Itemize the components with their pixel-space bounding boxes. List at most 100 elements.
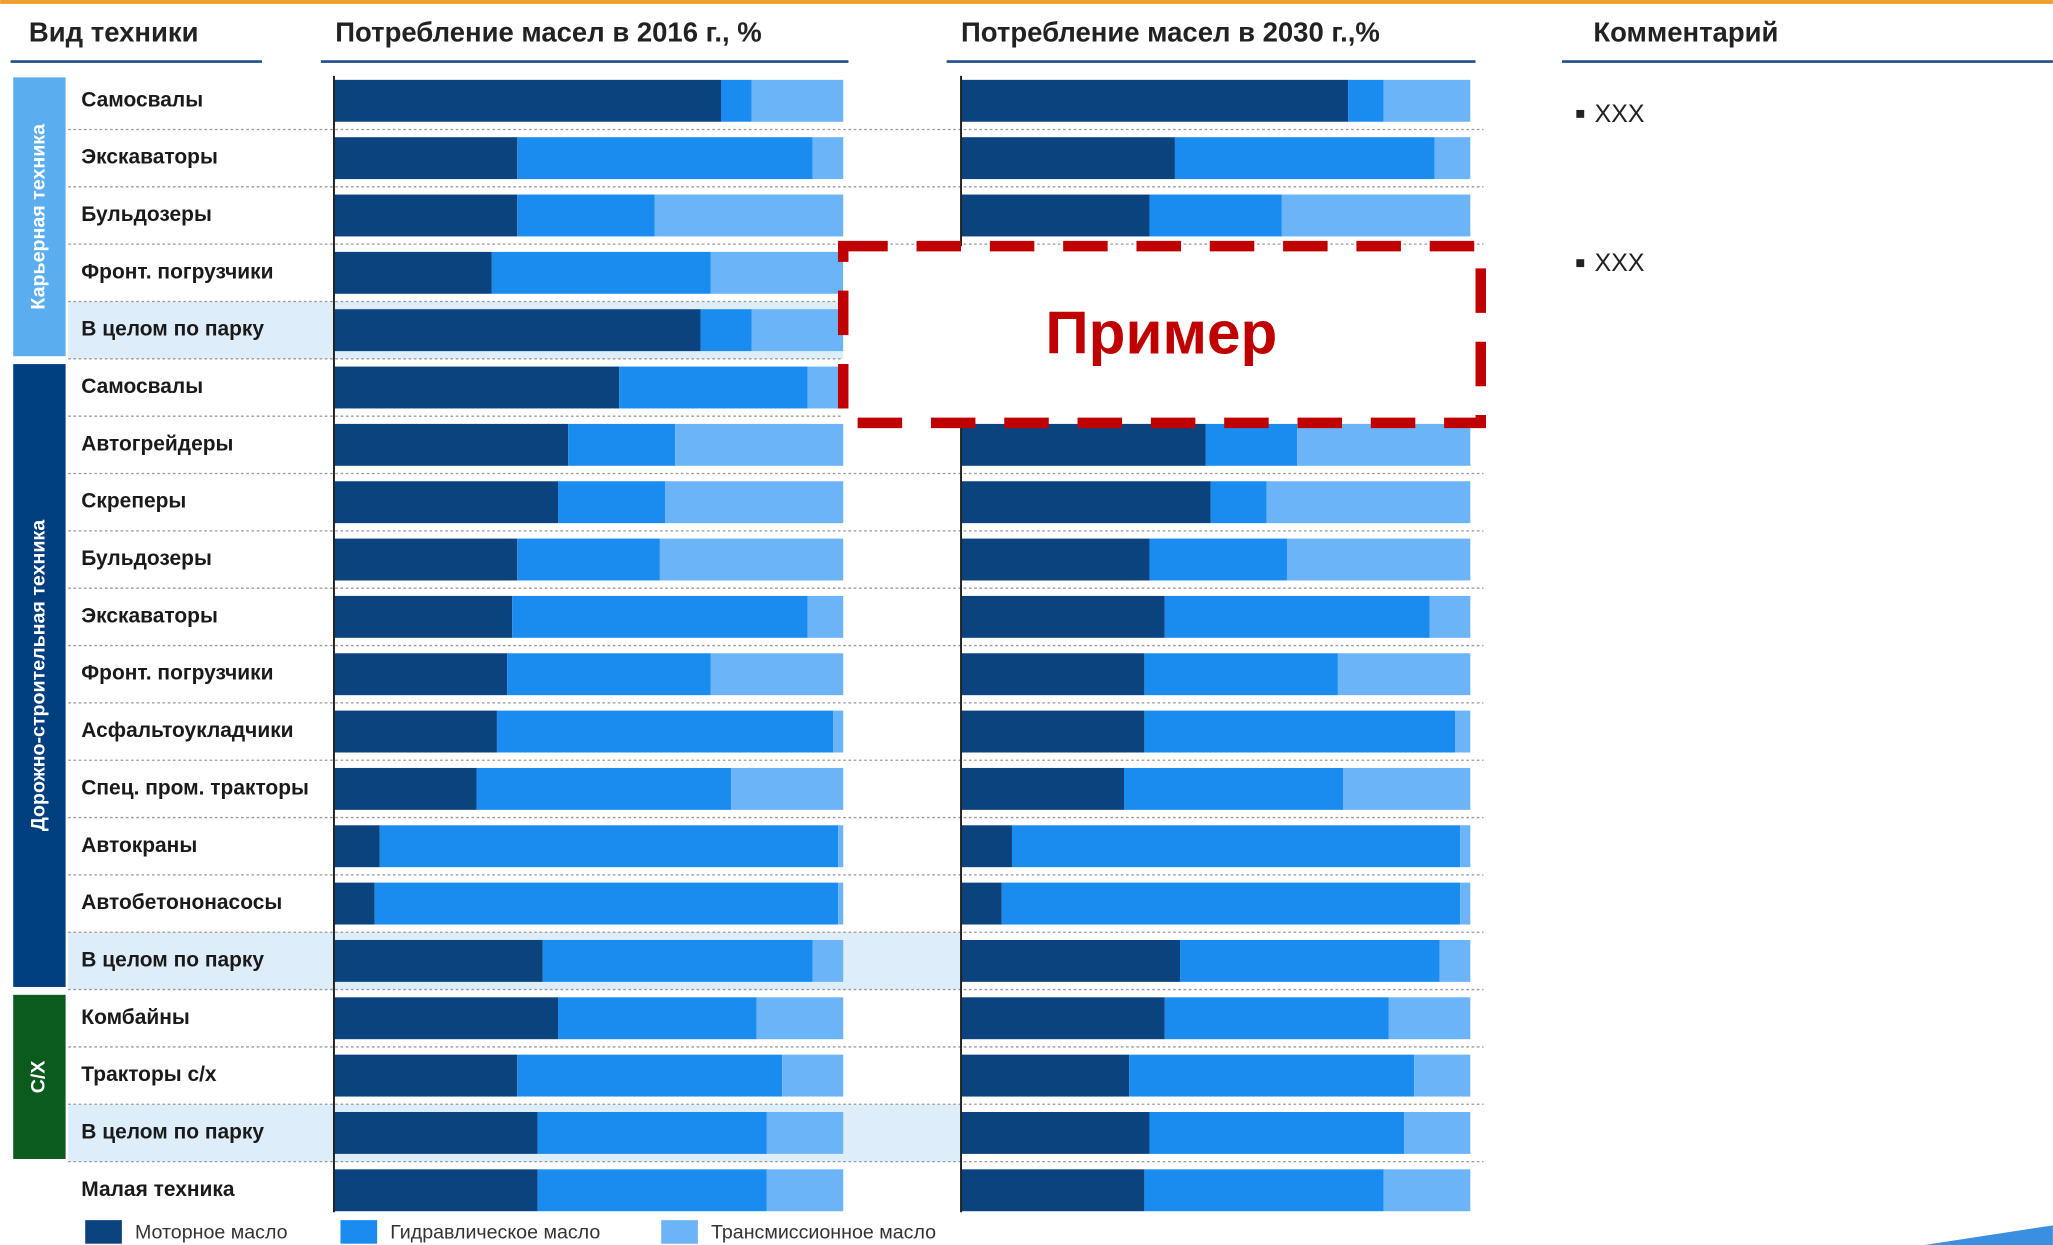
bar-segment	[517, 194, 655, 237]
bar-segment	[333, 1054, 518, 1097]
bar-segment	[961, 653, 1145, 696]
bar-segment	[1404, 1111, 1471, 1154]
bar-segment	[537, 1169, 767, 1212]
row-label: В целом по парку	[81, 948, 264, 971]
row-label: Скреперы	[81, 490, 186, 513]
bar-segment	[333, 710, 497, 753]
bar-segment	[654, 194, 844, 237]
stamp-text: Пример	[1045, 299, 1277, 367]
header: Вид техники	[29, 16, 199, 47]
header: Потребление масел в 2030 г.,%	[961, 16, 1380, 47]
row-label: Малая техника	[81, 1178, 235, 1201]
bar-segment	[1383, 1169, 1471, 1212]
bar-segment	[1001, 882, 1461, 925]
bar-segment	[838, 825, 844, 868]
bar-segment	[961, 939, 1181, 982]
row-label: Комбайны	[81, 1006, 189, 1029]
bar-segment	[1297, 423, 1471, 466]
bar-segment	[812, 137, 844, 180]
bar-segment	[333, 767, 477, 810]
bar-segment	[1429, 595, 1471, 638]
bar-segment	[1337, 653, 1471, 696]
top-rule	[0, 0, 2053, 4]
bar-segment	[333, 825, 380, 868]
bar-segment	[1129, 1054, 1415, 1097]
bar-segment	[1164, 595, 1430, 638]
bar-segment	[374, 882, 839, 925]
stamp: Пример	[837, 240, 1487, 429]
row-label: Экскаваторы	[81, 604, 218, 627]
bar-segment	[542, 939, 813, 982]
row-label: Автобетононасосы	[81, 891, 282, 914]
bar-segment	[961, 194, 1150, 237]
bar-segment	[961, 997, 1165, 1040]
bar-segment	[1149, 1111, 1405, 1154]
row-label: В целом по парку	[81, 1120, 264, 1143]
row-label: Автогрейдеры	[81, 432, 233, 455]
bullet	[1576, 109, 1585, 118]
bar-segment	[1124, 767, 1343, 810]
legend-swatch	[85, 1220, 122, 1244]
bar-segment	[491, 251, 711, 294]
bar-segment	[1348, 79, 1384, 122]
bar-segment	[1286, 538, 1471, 581]
comment: XXX	[1595, 249, 1645, 277]
bar-segment	[961, 1169, 1145, 1212]
bar-segment	[333, 309, 701, 352]
legend-swatch	[340, 1220, 378, 1244]
legend-label: Гидравлическое масло	[390, 1221, 600, 1243]
bar-segment	[619, 366, 808, 409]
bar-segment	[1180, 939, 1440, 982]
bar-segment	[1144, 653, 1338, 696]
row-label: Фронт. погрузчики	[81, 662, 273, 685]
bar-segment	[961, 1054, 1130, 1097]
row-label: Экскаваторы	[81, 146, 218, 169]
bar-segment	[1414, 1054, 1471, 1097]
bar-segment	[1342, 767, 1471, 810]
bar-segment	[961, 538, 1150, 581]
bar-segment	[517, 1054, 783, 1097]
bar-segment	[833, 710, 844, 753]
bar-segment	[1434, 137, 1471, 180]
bar-segment	[1149, 194, 1282, 237]
bar-segment	[961, 767, 1125, 810]
row-label: Самосвалы	[81, 88, 203, 111]
bar-segment	[558, 997, 757, 1040]
header: Потребление масел в 2016 г., %	[335, 16, 761, 47]
bar-segment	[333, 251, 492, 294]
bar-segment	[512, 595, 808, 638]
bar-segment	[720, 79, 752, 122]
legend-label: Моторное масло	[135, 1221, 288, 1243]
bar-segment	[807, 366, 844, 409]
bar-segment	[1388, 997, 1471, 1040]
bar-segment	[1460, 825, 1471, 868]
legend-label: Трансмиссионное масло	[711, 1221, 936, 1243]
bar-segment	[664, 481, 844, 524]
bar-segment	[1455, 710, 1471, 753]
bar-segment	[961, 595, 1165, 638]
row-label: Бульдозеры	[81, 203, 212, 226]
bar-segment	[766, 1111, 844, 1154]
row-label: Асфальтоукладчики	[81, 719, 293, 742]
bar-segment	[751, 309, 844, 352]
row-label: В целом по парку	[81, 318, 264, 341]
bar-segment	[333, 137, 518, 180]
bar-segment	[766, 1169, 844, 1212]
bar-segment	[838, 882, 844, 925]
group-label: Дорожно-строительная техника	[28, 519, 50, 831]
bar-segment	[1144, 1169, 1384, 1212]
stamp-frame	[837, 240, 1487, 429]
bar-segment	[333, 366, 620, 409]
bar-segment	[558, 481, 665, 524]
bar-segment	[333, 423, 569, 466]
bar-segment	[812, 939, 844, 982]
bar-segment	[379, 825, 839, 868]
bar-segment	[333, 653, 508, 696]
bar-segment	[1281, 194, 1471, 237]
bar-segment	[1210, 481, 1267, 524]
bar-segment	[807, 595, 844, 638]
bar-segment	[1460, 882, 1471, 925]
group-bar	[13, 77, 66, 357]
bar-segment	[496, 710, 834, 753]
bar-segment	[333, 1169, 538, 1212]
